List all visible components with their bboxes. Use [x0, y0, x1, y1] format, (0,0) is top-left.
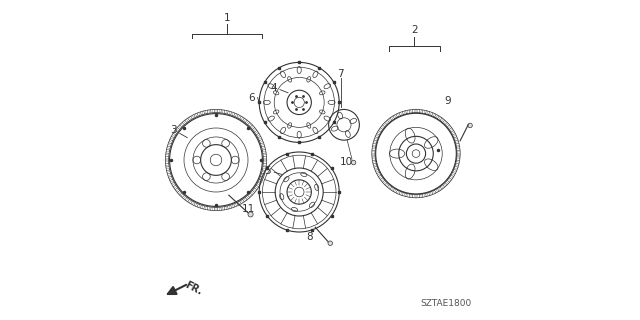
Text: 4: 4 — [270, 83, 277, 93]
Circle shape — [328, 241, 333, 245]
Text: 1: 1 — [224, 12, 230, 23]
Circle shape — [248, 212, 253, 217]
Text: 8: 8 — [307, 232, 313, 243]
Text: 7: 7 — [337, 68, 344, 79]
Text: 11: 11 — [241, 204, 255, 214]
Text: 2: 2 — [411, 25, 418, 36]
Text: 10: 10 — [340, 156, 353, 167]
Text: 3: 3 — [170, 124, 177, 135]
FancyBboxPatch shape — [141, 146, 154, 155]
Text: FR.: FR. — [184, 280, 204, 297]
Circle shape — [145, 147, 151, 154]
Text: 6: 6 — [248, 92, 255, 103]
Text: 5: 5 — [264, 166, 271, 176]
Circle shape — [351, 160, 356, 165]
Circle shape — [468, 123, 472, 128]
Text: 9: 9 — [444, 96, 451, 106]
Text: SZTAE1800: SZTAE1800 — [420, 299, 472, 308]
